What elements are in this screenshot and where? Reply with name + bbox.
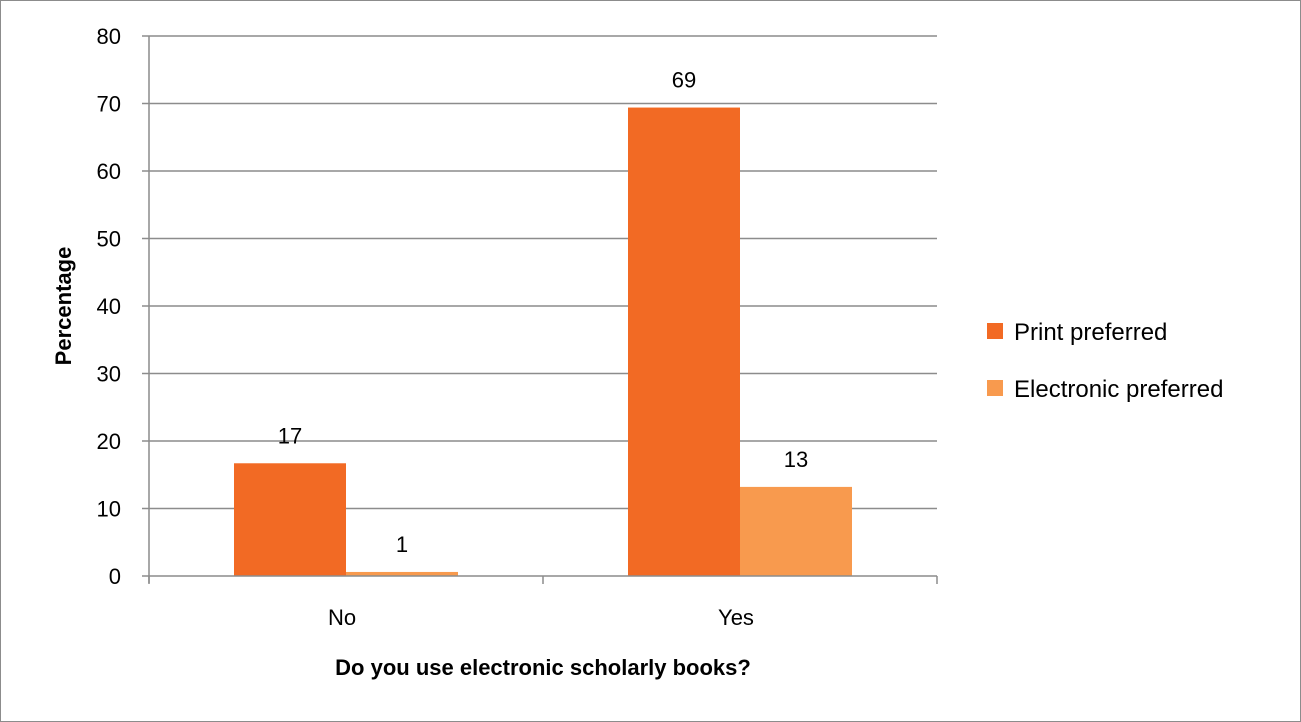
data-label: 1 bbox=[396, 532, 408, 557]
legend: Print preferred Electronic preferred bbox=[987, 319, 1223, 403]
data-labels: 17 1 69 13 bbox=[278, 68, 808, 557]
y-tick-label: 20 bbox=[97, 429, 121, 454]
y-tick-label: 50 bbox=[97, 227, 121, 252]
legend-swatch-electronic-preferred bbox=[987, 380, 1003, 396]
bar-electronic-preferred-yes bbox=[740, 486, 852, 576]
legend-label-electronic-preferred: Electronic preferred bbox=[1014, 376, 1223, 403]
axes bbox=[142, 35, 938, 584]
legend-label-print-preferred: Print preferred bbox=[1014, 319, 1167, 346]
bars bbox=[234, 107, 852, 577]
y-tick-label: 30 bbox=[97, 362, 121, 387]
gridlines bbox=[149, 35, 937, 510]
x-axis-title: Do you use electronic scholarly books? bbox=[335, 655, 751, 680]
y-tick-label: 10 bbox=[97, 497, 121, 522]
x-axis-ticks: No Yes bbox=[328, 605, 754, 630]
data-label: 17 bbox=[278, 423, 302, 448]
y-tick-label: 40 bbox=[97, 294, 121, 319]
y-tick-label: 80 bbox=[97, 24, 121, 49]
y-tick-label: 70 bbox=[97, 92, 121, 117]
bar-print-preferred-no bbox=[234, 463, 346, 576]
x-tick-label: Yes bbox=[718, 605, 754, 630]
y-tick-label: 60 bbox=[97, 159, 121, 184]
legend-swatch-print-preferred bbox=[987, 323, 1003, 339]
data-label: 13 bbox=[784, 447, 808, 472]
x-tick-label: No bbox=[328, 605, 356, 630]
y-axis-title: Percentage bbox=[51, 247, 76, 366]
bar-print-preferred-yes bbox=[628, 107, 740, 577]
bar-electronic-preferred-no bbox=[346, 571, 458, 576]
data-label: 69 bbox=[672, 68, 696, 93]
y-tick-label: 0 bbox=[109, 564, 121, 589]
y-axis-ticks: 0 10 20 30 40 50 60 70 80 bbox=[97, 24, 121, 589]
